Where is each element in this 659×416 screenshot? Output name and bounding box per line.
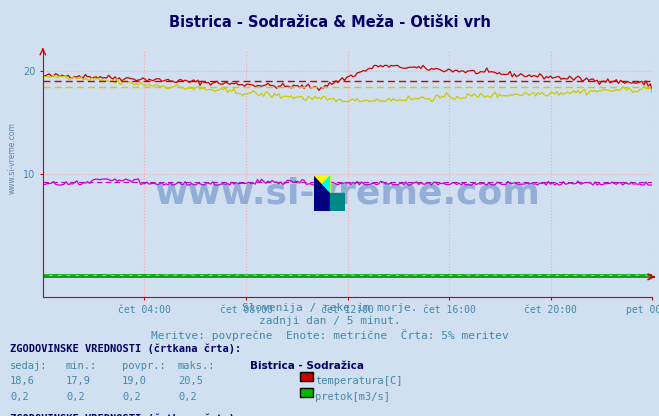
Polygon shape [314,176,345,210]
Text: min.:: min.: [66,361,97,371]
Text: maks.:: maks.: [178,361,215,371]
Text: www.si-vreme.com: www.si-vreme.com [155,176,540,210]
Text: 0,2: 0,2 [178,392,196,402]
Text: 19,0: 19,0 [122,376,147,386]
Text: 0,2: 0,2 [10,392,28,402]
Polygon shape [330,193,345,210]
Text: temperatura[C]: temperatura[C] [315,376,403,386]
Text: 20,5: 20,5 [178,376,203,386]
Text: povpr.:: povpr.: [122,361,165,371]
Polygon shape [314,176,330,193]
Text: 17,9: 17,9 [66,376,91,386]
Text: Slovenija / reke in morje.: Slovenija / reke in morje. [242,303,417,313]
Text: 0,2: 0,2 [122,392,140,402]
Text: 18,6: 18,6 [10,376,35,386]
Text: ZGODOVINSKE VREDNOSTI (črtkana črta):: ZGODOVINSKE VREDNOSTI (črtkana črta): [10,414,241,416]
Text: zadnji dan / 5 minut.: zadnji dan / 5 minut. [258,316,401,326]
Text: Bistrica - Sodražica & Meža - Otiški vrh: Bistrica - Sodražica & Meža - Otiški vrh [169,15,490,30]
Text: 0,2: 0,2 [66,392,84,402]
Text: pretok[m3/s]: pretok[m3/s] [315,392,390,402]
Polygon shape [314,176,330,193]
Text: www.si-vreme.com: www.si-vreme.com [8,122,17,194]
Text: Meritve: povprečne  Enote: metrične  Črta: 5% meritev: Meritve: povprečne Enote: metrične Črta:… [151,329,508,342]
Text: Bistrica - Sodražica: Bistrica - Sodražica [250,361,364,371]
Text: sedaj:: sedaj: [10,361,47,371]
Text: ZGODOVINSKE VREDNOSTI (črtkana črta):: ZGODOVINSKE VREDNOSTI (črtkana črta): [10,343,241,354]
